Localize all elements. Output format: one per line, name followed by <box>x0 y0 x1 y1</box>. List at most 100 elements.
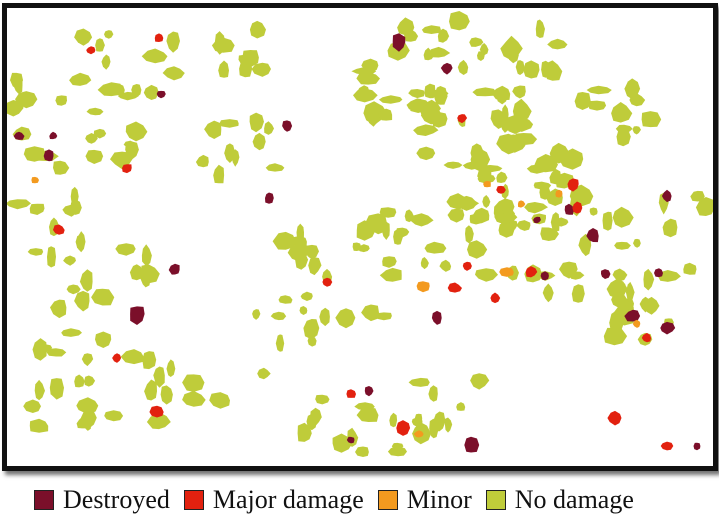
building-none <box>382 256 397 268</box>
building-destroyed <box>661 189 672 203</box>
building-none <box>143 84 159 100</box>
building-none <box>477 174 496 184</box>
building-none <box>162 66 185 81</box>
building-none <box>85 149 104 164</box>
building-none <box>142 351 157 370</box>
building-none <box>53 160 70 175</box>
building-none <box>589 207 598 216</box>
building-none <box>34 379 45 401</box>
legend-label-destroyed: Destroyed <box>63 485 170 514</box>
building-none <box>238 54 259 65</box>
legend-swatch-major-damage <box>183 490 204 510</box>
building-none <box>475 268 498 282</box>
building-none <box>578 233 592 257</box>
building-none <box>27 248 44 256</box>
building-none <box>549 142 570 164</box>
building-none <box>542 283 554 303</box>
building-destroyed <box>431 310 442 325</box>
building-none <box>74 290 90 312</box>
building-none <box>431 112 448 128</box>
building-major <box>346 389 356 398</box>
building-none <box>7 199 31 210</box>
legend-swatch-destroyed <box>34 490 54 510</box>
building-none <box>351 66 377 75</box>
building-major <box>567 178 579 192</box>
building-none <box>379 267 402 282</box>
building-none <box>300 291 313 301</box>
building-none <box>270 311 287 321</box>
building-none <box>251 62 271 77</box>
building-none <box>85 133 98 144</box>
building-none <box>55 95 67 106</box>
building-none <box>524 202 548 214</box>
building-major <box>457 114 468 124</box>
building-none <box>97 82 123 97</box>
building-none <box>515 60 525 75</box>
building-none <box>456 195 478 211</box>
building-none <box>512 85 526 99</box>
building-none <box>612 206 634 228</box>
building-none <box>559 261 578 279</box>
building-none <box>95 331 112 348</box>
building-none <box>264 121 274 135</box>
building-none <box>29 203 45 215</box>
building-none <box>29 418 49 433</box>
building-none <box>416 146 436 161</box>
building-none <box>265 163 285 172</box>
building-none <box>66 284 81 295</box>
building-none <box>611 102 633 123</box>
building-none <box>408 89 425 99</box>
building-none <box>462 161 481 170</box>
building-none <box>612 268 628 282</box>
building-destroyed <box>601 269 611 279</box>
building-none <box>457 59 469 75</box>
building-major <box>490 292 501 304</box>
building-none <box>352 242 362 251</box>
building-major <box>322 277 333 287</box>
building-destroyed <box>654 268 663 278</box>
building-none <box>569 184 594 207</box>
building-none <box>467 240 488 259</box>
building-none <box>469 213 484 225</box>
building-none <box>104 410 124 422</box>
building-none <box>125 141 139 160</box>
building-none <box>303 319 320 340</box>
building-none <box>47 246 56 268</box>
building-none <box>91 288 115 306</box>
building-none <box>104 30 114 39</box>
building-major <box>462 261 472 271</box>
building-minor <box>499 267 514 277</box>
building-none <box>428 385 438 402</box>
building-none <box>76 397 99 415</box>
building-minor <box>416 281 430 293</box>
building-none <box>378 95 403 104</box>
building-none <box>46 348 67 357</box>
building-none <box>410 213 434 227</box>
building-none <box>77 231 86 253</box>
building-none <box>115 243 136 256</box>
building-none <box>443 161 463 169</box>
building-none <box>500 35 523 61</box>
building-none <box>614 241 631 250</box>
legend-swatch-no-damage <box>485 490 506 510</box>
building-none <box>625 281 635 304</box>
building-none <box>86 107 104 116</box>
legend-label-no-damage: No damage <box>514 485 634 514</box>
building-major <box>572 201 583 214</box>
building-none <box>690 190 705 202</box>
legend-item-no-damage: No damage <box>485 485 634 515</box>
building-none <box>387 446 407 457</box>
building-major <box>447 282 462 293</box>
building-major <box>607 410 622 426</box>
building-none <box>469 37 484 47</box>
building-none <box>141 48 168 64</box>
building-none <box>335 308 356 329</box>
building-none <box>308 257 322 276</box>
building-none <box>449 11 470 31</box>
building-none <box>296 223 304 240</box>
damage-map <box>2 3 718 471</box>
building-none <box>182 374 205 392</box>
building-destroyed <box>49 131 58 140</box>
building-none <box>470 373 490 390</box>
building-none <box>615 313 626 324</box>
